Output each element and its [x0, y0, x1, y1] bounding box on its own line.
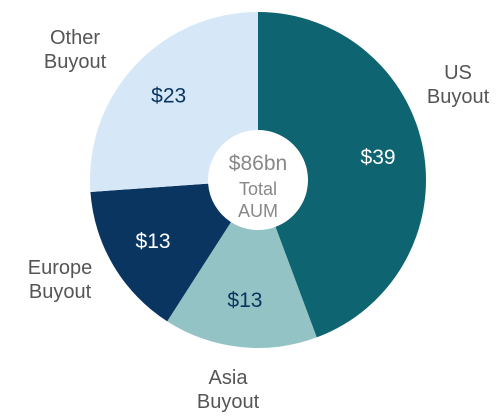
category-label: US Buyout: [426, 62, 490, 108]
center-sublabel: Total AUM: [238, 179, 278, 221]
category-label: Other Buyout: [43, 27, 107, 73]
donut-segment: [90, 183, 231, 322]
value-label: $13: [227, 289, 262, 312]
value-label: $13: [136, 230, 171, 253]
center-label: $86bn: [228, 152, 288, 175]
value-label: $39: [361, 146, 396, 169]
category-label: Europe Buyout: [27, 257, 93, 303]
center-label-box: $86bn Total AUM: [218, 150, 298, 222]
value-label: $23: [151, 84, 186, 107]
donut-segment: [167, 222, 317, 349]
donut-segment: [90, 12, 258, 192]
category-label: Asia Buyout: [196, 367, 260, 413]
donut-segment: [258, 12, 426, 338]
